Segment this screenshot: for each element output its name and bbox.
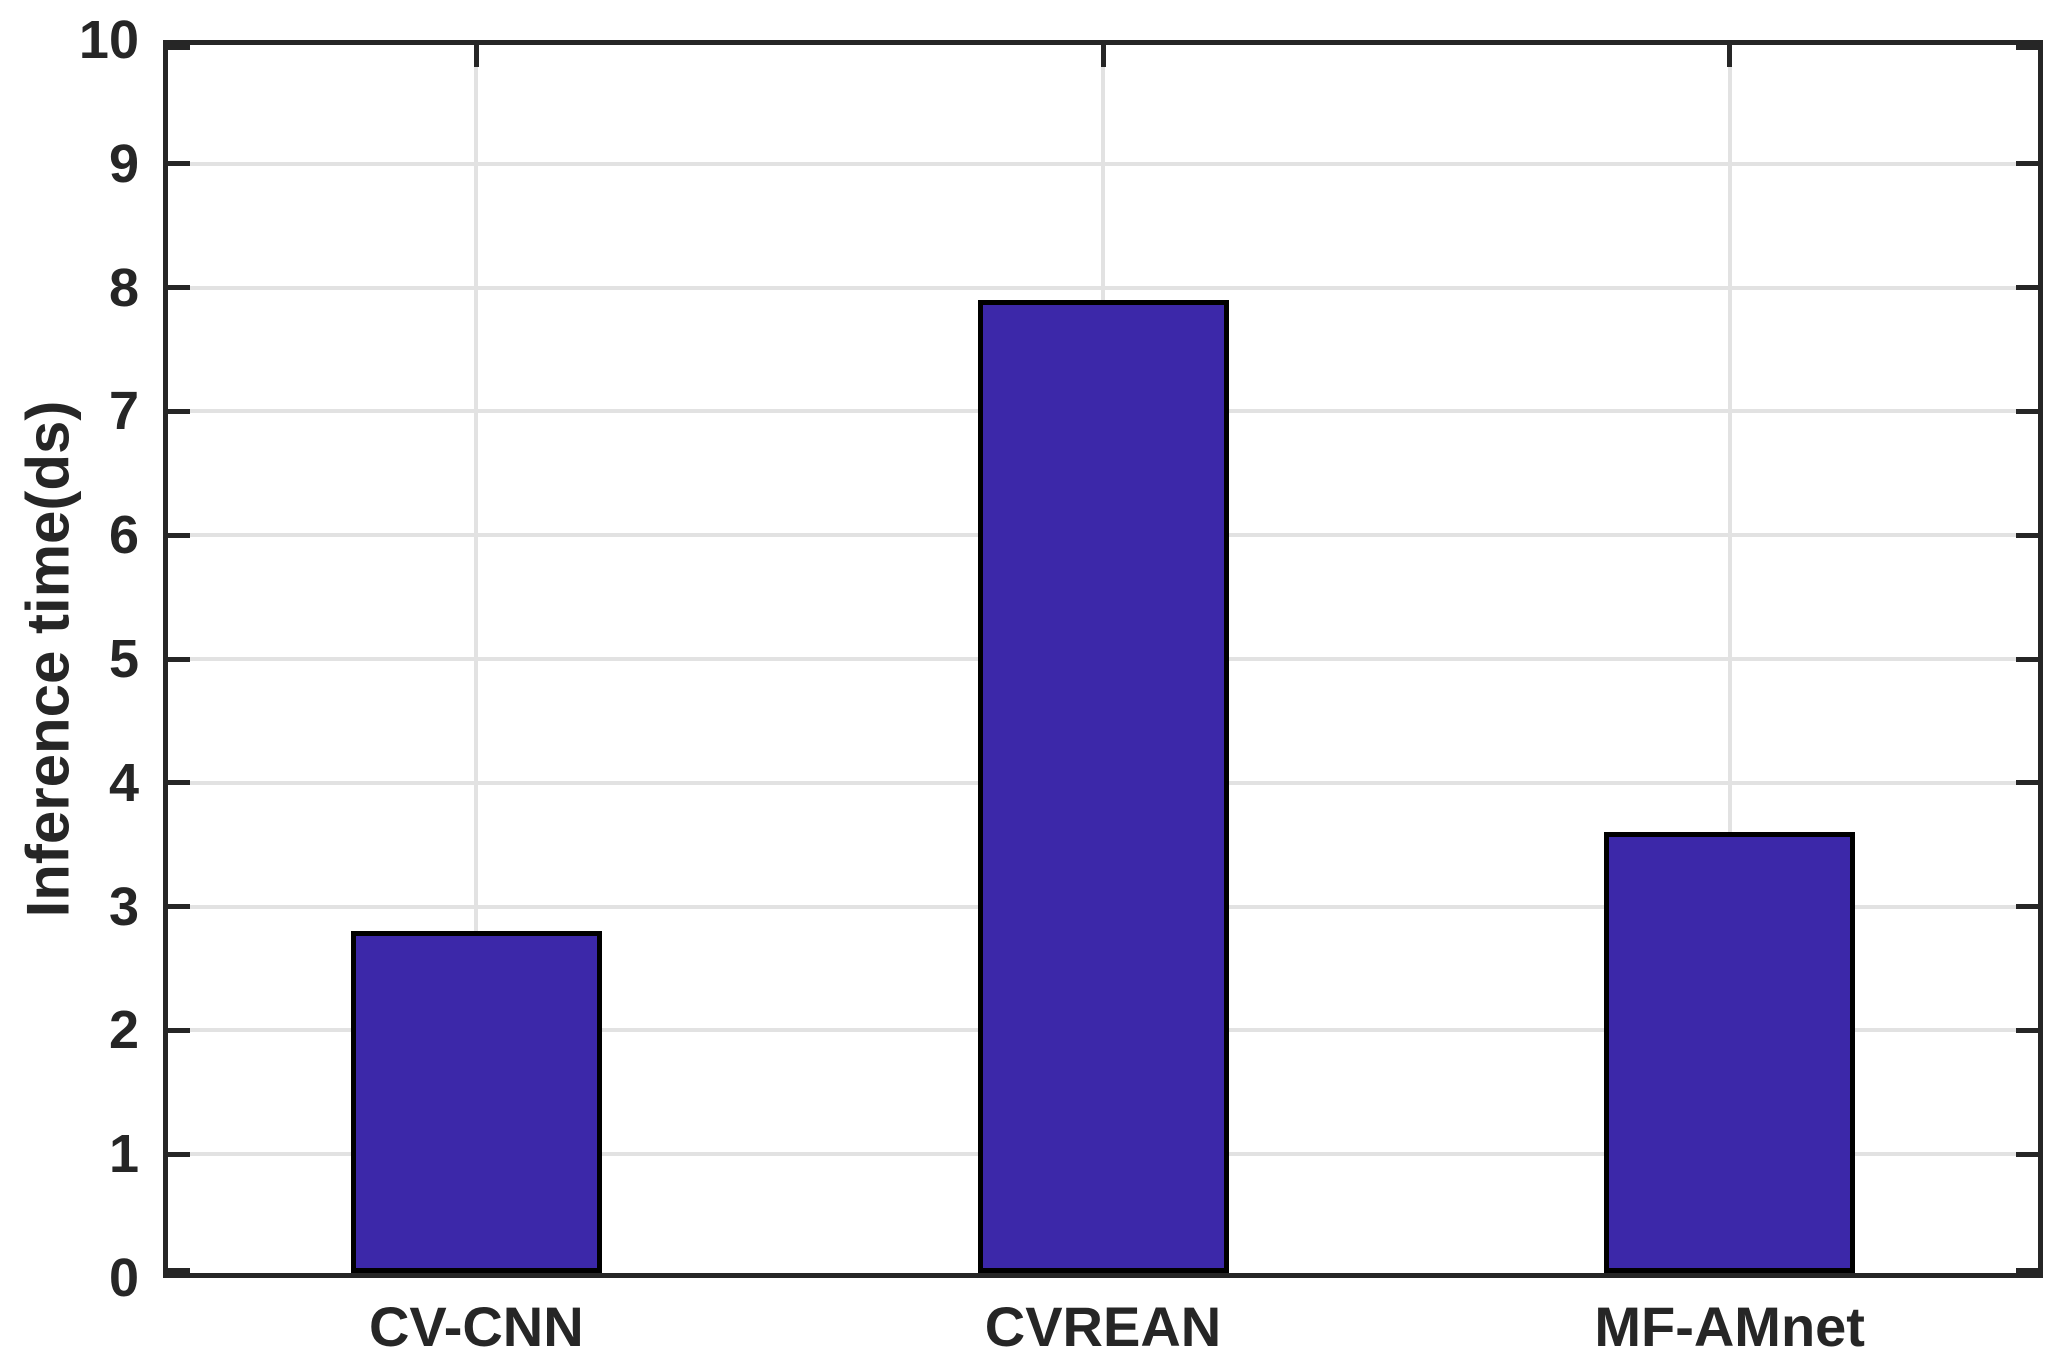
y-tick-mark-right	[2016, 656, 2038, 662]
y-tick-mark-left	[168, 408, 190, 414]
x-tick-label-MF-AMnet: MF-AMnet	[1594, 1295, 1865, 1358]
y-tick-mark-left	[168, 904, 190, 910]
y-tick-mark-right	[2016, 161, 2038, 167]
y-tick-label: 9	[108, 133, 139, 194]
y-tick-mark-left	[168, 1268, 190, 1273]
y-tick-label: 6	[108, 505, 139, 566]
bar-CV-CNN	[350, 931, 602, 1273]
x-tick-label-CV-CNN: CV-CNN	[368, 1295, 584, 1358]
y-tick-label: 8	[108, 257, 139, 318]
y-tick-label: 5	[108, 629, 139, 689]
y-tick-label: 10	[78, 10, 139, 70]
y-tick-mark-left	[168, 780, 190, 786]
y-tick-label: 0	[108, 1248, 139, 1308]
y-tick-mark-right	[2016, 408, 2038, 414]
y-tick-mark-right	[2016, 780, 2038, 786]
y-tick-mark-right	[2016, 1151, 2038, 1157]
y-tick-mark-left	[168, 161, 190, 167]
y-tick-label: 3	[108, 876, 139, 937]
y-tick-mark-left	[168, 285, 190, 291]
y-axis-label: Inference time(ds)	[14, 400, 82, 918]
y-tick-mark-left	[168, 1027, 190, 1033]
y-tick-mark-right	[2016, 1027, 2038, 1033]
bar-MF-AMnet	[1604, 832, 1856, 1273]
y-tick-label: 2	[108, 1000, 139, 1061]
y-tick-label: 1	[108, 1124, 139, 1185]
y-tick-mark-left	[168, 1151, 190, 1157]
x-tick-mark-top	[1727, 45, 1733, 67]
plot-area	[163, 40, 2043, 1278]
y-tick-mark-left	[168, 656, 190, 662]
bar-CVREAN	[977, 299, 1229, 1273]
y-tick-label: 7	[108, 381, 139, 442]
y-tick-mark-right	[2016, 1268, 2038, 1273]
y-tick-mark-right	[2016, 285, 2038, 291]
y-tick-mark-right	[2016, 904, 2038, 910]
y-tick-mark-left	[168, 45, 190, 50]
x-tick-mark-top	[1100, 45, 1106, 67]
y-tick-mark-left	[168, 532, 190, 538]
x-tick-mark-top	[473, 45, 479, 67]
vertical-gridline	[1727, 45, 1732, 1273]
y-tick-label: 4	[108, 752, 139, 813]
vertical-gridline	[474, 45, 479, 1273]
x-tick-label-CVREAN: CVREAN	[984, 1295, 1222, 1358]
y-tick-mark-right	[2016, 532, 2038, 538]
y-tick-mark-right	[2016, 45, 2038, 50]
